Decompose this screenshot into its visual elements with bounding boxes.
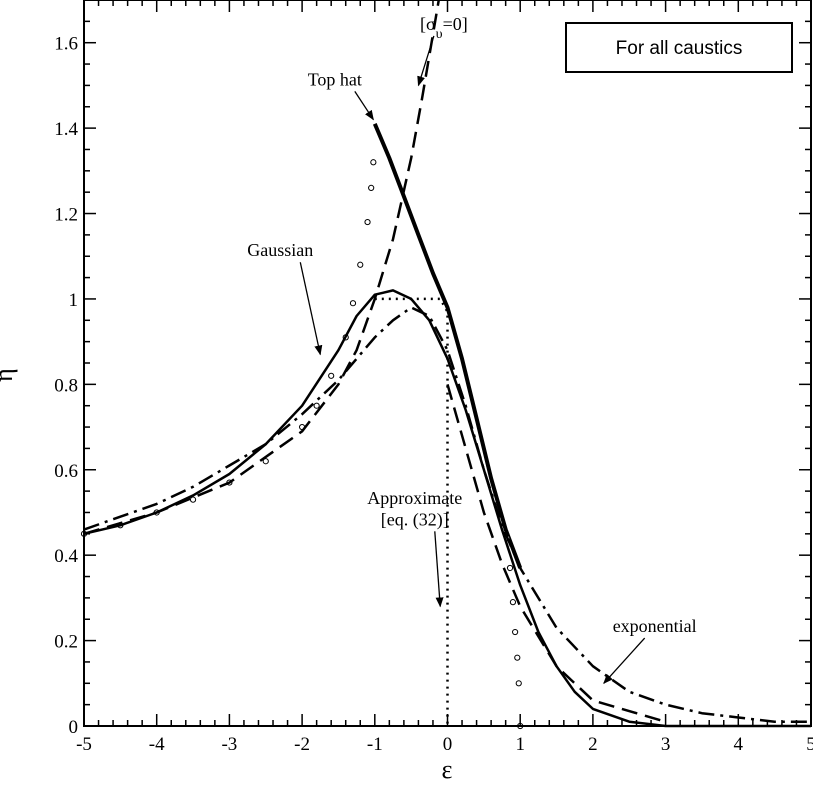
series-exponential — [83, 306, 811, 723]
data-point-marker — [262, 458, 269, 465]
data-point-marker — [313, 402, 320, 409]
annotation-label: Approximate — [367, 488, 462, 508]
series-gaussian — [83, 289, 811, 728]
annotation-top-hat: Top hat — [308, 69, 374, 121]
series-sigma-zero — [83, 0, 441, 535]
annotation-approximate-line1: Approximate — [367, 488, 462, 508]
data-point-marker — [509, 599, 517, 606]
legend-box-label: For all caustics — [616, 38, 743, 59]
x-tick-label: 1 — [515, 734, 525, 755]
data-point-marker — [515, 680, 522, 687]
x-tick-label: 3 — [661, 734, 671, 755]
legend-box — [565, 22, 793, 73]
y-tick-label: 0 — [69, 717, 79, 738]
annotation-sigma-v: [συ=0] — [417, 14, 468, 87]
x-tick-label: -1 — [367, 734, 383, 755]
data-point-marker — [506, 564, 514, 572]
data-point-marker — [514, 654, 521, 661]
annotation-label: exponential — [613, 616, 697, 636]
data-point-marker — [370, 159, 377, 166]
x-tick-label: -2 — [294, 734, 310, 755]
x-tick-label: 4 — [734, 734, 744, 755]
y-tick-label: 0.6 — [54, 461, 78, 482]
annotation-label: Top hat — [308, 69, 362, 89]
annotation-label: [συ=0] — [420, 14, 468, 42]
annotation-arrow — [603, 637, 646, 685]
data-point-marker — [189, 496, 197, 503]
x-tick-label: -3 — [221, 734, 237, 755]
y-tick-label: 1.6 — [54, 34, 78, 55]
x-tick-label: 2 — [588, 734, 598, 755]
x-axis-title: ε — [442, 755, 453, 784]
data-layer — [80, 0, 811, 730]
annotation-label: [eq. (32)] — [381, 509, 449, 530]
annotation-arrow — [434, 531, 444, 608]
x-tick-label: -5 — [76, 734, 92, 755]
x-tick-label: 5 — [806, 734, 813, 755]
data-point-marker — [364, 218, 371, 226]
data-point-marker — [368, 184, 375, 192]
annotation-layer: Top hat [συ=0] Gaussian Approximate[eq. (32… — [247, 14, 697, 685]
annotation-gaussian: Gaussian — [247, 240, 323, 356]
axes-layer: -5 -4 -3 -2 -1 0 1 2 3 4 5 0 0.2 0.4 0.6 0.8 1 1.2 1.4 1.6 — [54, 0, 813, 755]
data-point-marker — [328, 372, 335, 379]
annotation-arrow — [299, 262, 323, 356]
y-tick-label: 1.2 — [54, 205, 78, 226]
annotation-exponential: exponential — [603, 616, 697, 685]
y-axis-title: η — [0, 368, 18, 382]
annotation-arrow — [354, 91, 374, 121]
y-tick-label: 0.4 — [54, 546, 78, 567]
y-tick-label: 1.4 — [54, 119, 78, 140]
y-tick-label: 0.2 — [54, 632, 78, 653]
series-approximate — [374, 297, 449, 726]
data-point-marker — [512, 628, 519, 636]
data-point-marker — [357, 261, 364, 268]
x-tick-label: -4 — [149, 734, 165, 755]
annotation-approximate-line2: [eq. (32)] — [381, 509, 449, 608]
data-point-marker — [349, 300, 357, 307]
y-tick-label: 1 — [69, 290, 79, 311]
series-sigma-zero-right — [446, 384, 666, 723]
annotation-arrow — [417, 35, 435, 87]
annotation-label: Gaussian — [247, 240, 313, 260]
series-top-hat — [372, 123, 523, 569]
x-tick-label: 0 — [443, 734, 453, 755]
y-tick-label: 0.8 — [54, 375, 78, 396]
